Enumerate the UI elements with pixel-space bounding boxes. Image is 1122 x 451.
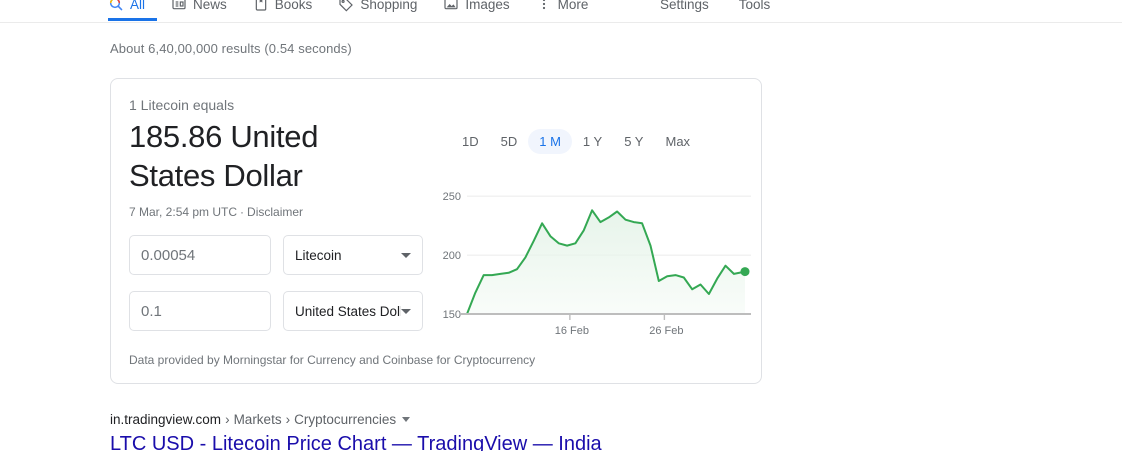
- result-title-link[interactable]: LTC USD - Litecoin Price Chart — Trading…: [110, 433, 602, 451]
- chart-range-selector: 1D 5D 1 M 1 Y 5 Y Max: [451, 129, 751, 154]
- breadcrumb-separator: ›: [285, 412, 291, 427]
- from-amount-input[interactable]: [129, 235, 271, 275]
- price-chart-panel: 1D 5D 1 M 1 Y 5 Y Max 150 200 250 16 Feb 26 …: [443, 129, 751, 359]
- svg-text:200: 200: [443, 250, 461, 262]
- result-url-breadcrumb[interactable]: in.tradingview.com › Markets › Cryptocurrenc…: [110, 412, 710, 427]
- tab-images[interactable]: Images: [443, 0, 521, 22]
- results-count: About 6,40,00,000 results (0.54 seconds): [110, 41, 352, 56]
- chevron-down-icon[interactable]: [402, 417, 411, 422]
- range-button-5d[interactable]: 5D: [500, 134, 518, 149]
- tab-books-label: Books: [274, 0, 313, 12]
- range-button-1y[interactable]: 1 Y: [582, 134, 603, 149]
- organic-result: in.tradingview.com › Markets › Cryptocurrenc…: [110, 412, 710, 451]
- converter-left-panel: 1 Litecoin equals 185.86 United States D…: [129, 97, 449, 331]
- search-tools-bar: Settings Tools: [660, 0, 800, 22]
- breadcrumb-separator: ›: [225, 412, 230, 427]
- settings-button[interactable]: Settings: [660, 0, 709, 12]
- range-button-1d[interactable]: 1D: [462, 134, 479, 149]
- tab-more[interactable]: More: [536, 0, 601, 22]
- tools-button[interactable]: Tools: [738, 0, 771, 12]
- image-icon: [443, 0, 459, 12]
- breadcrumb-markets: Markets: [233, 412, 282, 427]
- book-icon: [253, 0, 269, 12]
- search-tabs-bar: All News Books: [0, 0, 1122, 22]
- svg-text:150: 150: [443, 309, 461, 321]
- to-currency-select[interactable]: United States Dollar: [283, 291, 423, 331]
- chevron-down-icon: [401, 252, 411, 258]
- tab-all[interactable]: All: [108, 0, 157, 22]
- nav-divider: [0, 22, 1122, 23]
- rate-timestamp: 7 Mar, 2:54 pm UTC: [129, 205, 238, 219]
- card-attribution: Data provided by Morningstar for Currenc…: [129, 353, 536, 367]
- tab-news[interactable]: News: [171, 0, 239, 22]
- search-icon: [108, 0, 124, 12]
- price-area-chart[interactable]: 150 200 250 16 Feb 26 Feb: [439, 174, 759, 354]
- to-amount-input[interactable]: [129, 291, 271, 331]
- tab-all-label: All: [130, 0, 146, 12]
- result-domain: in.tradingview.com: [110, 412, 222, 427]
- tab-shopping-label: Shopping: [360, 0, 418, 12]
- disclaimer-link[interactable]: Disclaimer: [247, 205, 304, 219]
- tab-more-label: More: [557, 0, 589, 12]
- news-icon: [171, 0, 187, 12]
- converter-row-to: United States Dollar: [129, 291, 449, 331]
- tab-images-label: Images: [465, 0, 510, 12]
- more-vertical-icon: [536, 0, 552, 12]
- from-currency-label: Litecoin: [295, 247, 342, 263]
- tab-books[interactable]: Books: [253, 0, 325, 22]
- to-currency-label: United States Dollar: [295, 303, 401, 319]
- svg-text:16 Feb: 16 Feb: [555, 325, 589, 337]
- breadcrumb-cryptocurrencies: Cryptocurrencies: [294, 412, 397, 427]
- from-currency-select[interactable]: Litecoin: [283, 235, 423, 275]
- range-button-5y[interactable]: 5 Y: [624, 134, 644, 149]
- tab-shopping[interactable]: Shopping: [338, 0, 429, 22]
- converter-row-from: Litecoin: [129, 235, 449, 275]
- currency-converter-card: 1 Litecoin equals 185.86 United States D…: [110, 78, 762, 384]
- tab-news-label: News: [193, 0, 227, 12]
- tag-icon: [338, 0, 354, 12]
- svg-text:26 Feb: 26 Feb: [649, 325, 683, 337]
- chevron-down-icon: [401, 308, 411, 314]
- timestamp-separator: ·: [240, 205, 245, 219]
- range-button-1m[interactable]: 1 M: [528, 129, 572, 154]
- conversion-rate-value: 185.86 United States Dollar: [129, 119, 319, 193]
- range-button-max[interactable]: Max: [665, 134, 691, 149]
- rate-timestamp-row: 7 Mar, 2:54 pm UTC · Disclaimer: [129, 205, 449, 219]
- equals-line: 1 Litecoin equals: [129, 97, 235, 113]
- active-tab-indicator: [108, 18, 157, 21]
- svg-text:250: 250: [443, 191, 461, 203]
